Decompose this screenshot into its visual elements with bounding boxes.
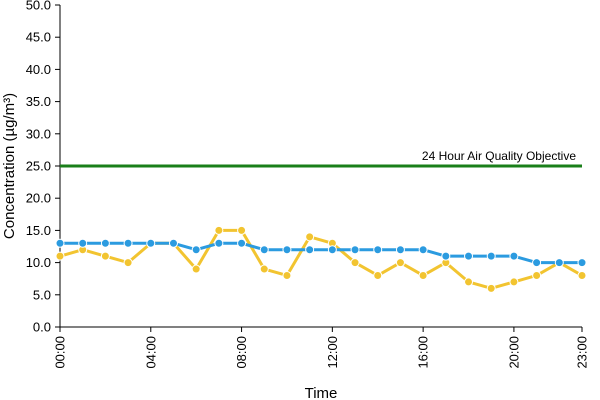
series-1-point (305, 232, 315, 242)
y-tick-label: 35.0 (26, 94, 51, 109)
series-0-point (100, 238, 110, 248)
y-tick-label: 45.0 (26, 30, 51, 45)
series-1-point (237, 225, 247, 235)
series-0-point (282, 245, 292, 255)
x-tick-label: 16:00 (416, 336, 431, 369)
series-0-point (464, 251, 474, 261)
y-tick-label: 30.0 (26, 126, 51, 141)
y-tick-label: 10.0 (26, 255, 51, 270)
series-0-point (168, 238, 178, 248)
series-1-point (350, 258, 360, 268)
series-1-line (59, 228, 583, 290)
series-0-point (418, 245, 428, 255)
series-0-point (350, 245, 360, 255)
series-0-point (78, 238, 88, 248)
series-0-point (577, 258, 587, 268)
series-0-point (237, 238, 247, 248)
x-tick-label: 20:00 (506, 336, 521, 369)
series-1-point (282, 270, 292, 280)
y-axis: 0.0 5.0 10.0 15.0 20.0 25.0 30.0 35.0 40.0 45.0 50… (26, 0, 61, 335)
series-1-point (418, 270, 428, 280)
air-quality-objective-label: 24 Hour Air Quality Objective (422, 149, 576, 163)
series-0-point (395, 245, 405, 255)
series-0-point (486, 251, 496, 261)
series-0-point (441, 251, 451, 261)
y-tick-label: 15.0 (26, 223, 51, 238)
x-tick-label: 00:00 (53, 336, 68, 369)
series-1-point (55, 251, 65, 261)
series-0-point (327, 245, 337, 255)
y-tick-label: 0.0 (33, 320, 51, 335)
x-tick-label: 08:00 (234, 336, 249, 369)
series-0-point (532, 258, 542, 268)
series-1-point (214, 225, 224, 235)
series-1-point (259, 264, 269, 274)
y-tick-label: 40.0 (26, 62, 51, 77)
x-tick-label: 23:00 (575, 336, 590, 369)
x-tick-label: 04:00 (143, 336, 158, 369)
x-axis-title: Time (305, 385, 338, 400)
reference-line-layer: 24 Hour Air Quality Objective (60, 149, 582, 168)
series-0-point (305, 245, 315, 255)
y-tick-label: 5.0 (33, 287, 51, 302)
series-layer (55, 225, 587, 293)
y-tick-label: 50.0 (26, 0, 51, 13)
series-1-point (532, 270, 542, 280)
y-tick-label: 20.0 (26, 191, 51, 206)
x-tick-label: 12:00 (325, 336, 340, 369)
series-1-point (100, 251, 110, 261)
series-0-point (554, 258, 564, 268)
series-1-point (191, 264, 201, 274)
series-0-point (55, 238, 65, 248)
series-1-point (123, 258, 133, 268)
series-0-point (373, 245, 383, 255)
series-1-point (486, 283, 496, 293)
series-1-point (509, 277, 519, 287)
series-0-point (191, 245, 201, 255)
series-1-point (373, 270, 383, 280)
series-0-point (146, 238, 156, 248)
series-1-point (395, 258, 405, 268)
series-0-point (214, 238, 224, 248)
series-0-point (123, 238, 133, 248)
series-1-point (464, 277, 474, 287)
series-0-point (509, 251, 519, 261)
x-axis: 00:00 04:00 08:00 12:00 16:00 20:00 23:00 (53, 326, 590, 369)
series-1-point (577, 270, 587, 280)
y-axis-title: Concentration (µg/m³) (1, 93, 18, 239)
y-tick-label: 25.0 (26, 159, 51, 174)
series-0-point (259, 245, 269, 255)
